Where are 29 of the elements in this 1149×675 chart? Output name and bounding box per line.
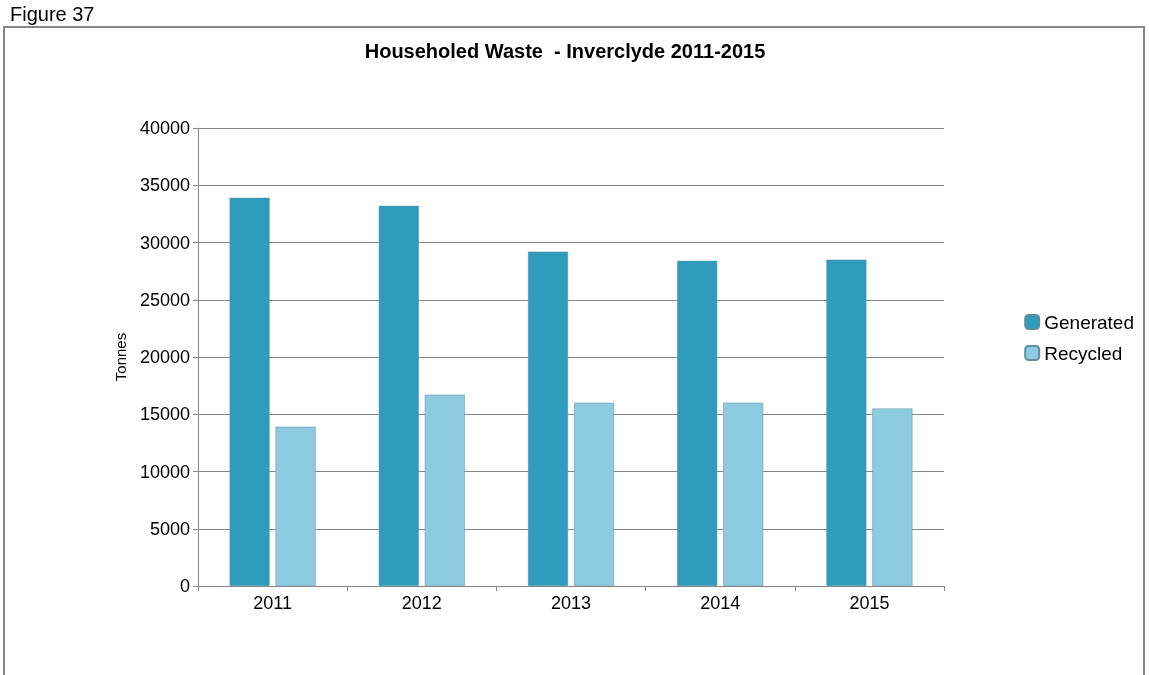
- x-tick-label: 2013: [550, 593, 592, 613]
- y-axis-title: Tonnes: [112, 332, 129, 382]
- bar: [677, 260, 718, 586]
- y-tick-label: 40000: [139, 118, 190, 138]
- chart-title: Householed Waste - Inverclyde 2011-2015: [364, 40, 766, 62]
- x-tick-label: 2014: [700, 593, 741, 613]
- bar: [872, 408, 913, 586]
- bar: [723, 402, 764, 586]
- y-tick-label: 20000: [139, 347, 190, 367]
- y-tick-label: 30000: [139, 232, 190, 253]
- bar: [275, 426, 316, 586]
- caption: Figure 37: [10, 3, 95, 25]
- bar: [424, 394, 465, 586]
- legend-label: Recycled: [1044, 342, 1123, 364]
- y-tick-label: 0: [179, 576, 190, 596]
- x-tick-label: 2012: [401, 593, 442, 613]
- legend-label: Generated: [1044, 311, 1135, 333]
- y-tick-label: 10000: [139, 461, 190, 482]
- y-tick-label: 15000: [139, 404, 190, 425]
- bar: [378, 205, 419, 586]
- y-tick-label: 25000: [139, 289, 190, 310]
- x-tick-label: 2015: [849, 593, 890, 613]
- bar: [229, 197, 270, 586]
- bar: [528, 251, 568, 586]
- y-tick-label: 35000: [139, 175, 190, 196]
- bar: [574, 402, 614, 586]
- bar: [826, 259, 867, 586]
- x-tick-label: 2011: [253, 593, 292, 613]
- y-tick-label: 5000: [149, 518, 190, 539]
